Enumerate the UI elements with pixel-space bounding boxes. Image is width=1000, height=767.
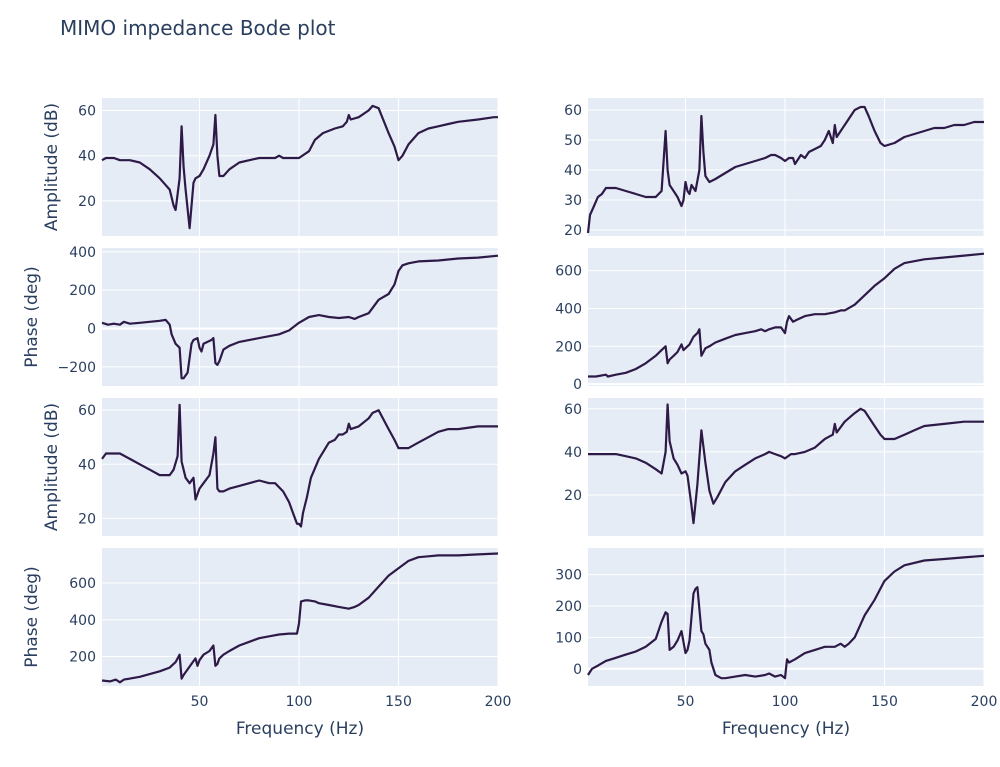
x-tick-label: 200: [485, 694, 512, 710]
y-axis-label: Phase (deg): [22, 266, 42, 367]
y-tick-label: 60: [564, 103, 582, 119]
x-axis-label: Frequency (Hz): [722, 719, 850, 739]
series-line: [101, 104, 498, 230]
y-tick-label: 200: [69, 650, 96, 666]
x-tick-label: 200: [971, 694, 998, 710]
y-tick-label: 0: [573, 662, 582, 678]
series-line: [101, 254, 499, 380]
x-tick-label: 100: [772, 694, 799, 710]
y-tick-label: 400: [69, 245, 96, 261]
y-tick-label: 600: [555, 264, 582, 280]
subplot-r1c1: 20 40 60 Amplitude (dB): [42, 98, 499, 236]
series-line: [587, 554, 985, 680]
y-tick-label: 40: [78, 149, 96, 165]
y-tick-label: 200: [555, 339, 582, 355]
y-tick-label: 400: [555, 301, 582, 317]
y-tick-label: 300: [555, 568, 582, 584]
y-tick-label: 50: [564, 133, 582, 149]
y-tick-label: 60: [78, 403, 96, 419]
y-tick-label: 40: [564, 445, 582, 461]
x-tick-label: 150: [871, 694, 898, 710]
y-tick-label: 100: [555, 630, 582, 646]
subplot-r3c2: 20 40 60: [564, 398, 985, 536]
y-axis-label: Phase (deg): [22, 566, 42, 667]
plot-area: [102, 98, 498, 236]
subplot-r3c1: 20 40 60 Amplitude (dB): [42, 398, 499, 536]
y-tick-label: 20: [78, 511, 96, 527]
y-tick-label: 30: [564, 193, 582, 209]
y-tick-label: 60: [564, 402, 582, 418]
subplot-r1c2: 20 30 40 50 60: [564, 98, 985, 239]
x-tick-label: 150: [385, 694, 412, 710]
y-tick-label: 20: [78, 194, 96, 210]
plot-area: [102, 248, 498, 386]
series-line: [101, 403, 498, 528]
subplot-r4c1: 200 400 600 50 100 150 200 Phase (deg) Frequency…: [22, 548, 511, 739]
series-line: [588, 403, 984, 525]
y-tick-label: 400: [69, 613, 96, 629]
plot-area: [588, 248, 984, 386]
x-tick-label: 100: [286, 694, 313, 710]
series-line: [588, 252, 985, 378]
subplot-r4c2: 0 100 200 300 50 100 150 200 Frequency (Hz): [555, 548, 997, 739]
series-line: [101, 552, 499, 684]
series-line: [586, 105, 984, 234]
y-tick-label: 20: [564, 223, 582, 239]
y-tick-label: 0: [87, 322, 96, 338]
subplot-r2c1: −200 0 200 400 Phase (deg): [22, 245, 499, 386]
chart-title: MIMO impedance Bode plot: [60, 16, 336, 40]
y-tick-label: 40: [564, 163, 582, 179]
x-tick-label: 50: [191, 694, 209, 710]
y-tick-label: 200: [555, 599, 582, 615]
y-tick-label: −200: [58, 360, 96, 376]
x-axis-label: Frequency (Hz): [236, 719, 364, 739]
y-tick-label: 200: [69, 283, 96, 299]
plot-area: [588, 98, 984, 236]
y-tick-label: 20: [564, 488, 582, 504]
y-tick-label: 60: [78, 103, 96, 119]
y-axis-label: Amplitude (dB): [42, 103, 62, 231]
y-tick-label: 0: [573, 377, 582, 393]
y-tick-label: 600: [69, 576, 96, 592]
y-axis-label: Amplitude (dB): [42, 403, 62, 531]
plot-area: [588, 398, 984, 536]
plot-area: [102, 398, 498, 536]
subplot-r2c2: 0 200 400 600: [555, 248, 985, 393]
x-tick-label: 50: [677, 694, 695, 710]
y-tick-label: 40: [78, 457, 96, 473]
